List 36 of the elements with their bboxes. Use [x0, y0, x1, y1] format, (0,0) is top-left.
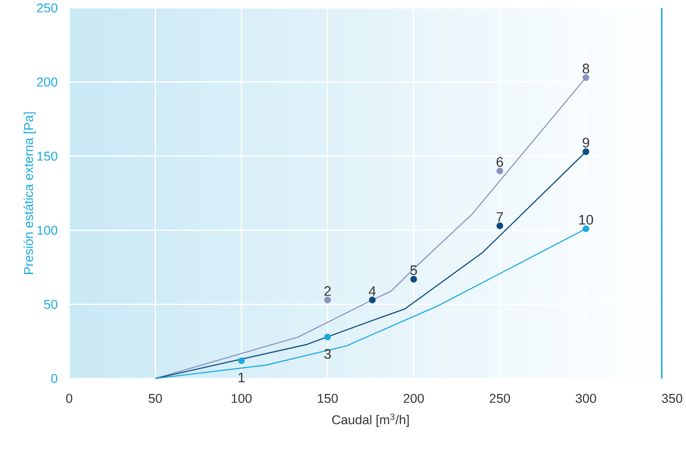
annotation: 6	[496, 157, 504, 168]
annotation: 3	[324, 349, 331, 360]
y-tick-label: 200	[37, 78, 58, 87]
x-tick-label: 0	[66, 394, 72, 404]
annotation: 5	[410, 266, 417, 276]
x-tick-label: 50	[148, 394, 162, 404]
y-tick-label: 50	[44, 300, 58, 310]
point	[496, 168, 504, 175]
annotation: 7	[496, 212, 503, 222]
point	[496, 222, 504, 230]
point	[582, 74, 590, 82]
x-tick-label: 200	[404, 394, 424, 404]
annotation: 10	[579, 215, 594, 225]
annotation: 4	[368, 286, 376, 296]
x-axis-title: Caudal [m$^{3}$/h]	[332, 414, 409, 428]
annotation: 2	[324, 286, 331, 296]
annotation: 8	[582, 64, 590, 74]
point	[410, 276, 418, 283]
point	[368, 296, 376, 304]
y-tick-label: 0	[51, 374, 58, 384]
x-tick-label: 300	[576, 394, 596, 404]
y-tick-label: 150	[37, 152, 58, 161]
annotation: 9	[582, 138, 590, 148]
y-tick-label: 250	[37, 4, 58, 13]
y-axis-title: Presión estática externa [Pa]	[24, 112, 36, 274]
annotation: 1	[238, 373, 245, 382]
x-tick-label: 100	[232, 394, 252, 404]
x-tick-label: 350	[662, 394, 682, 404]
y-tick-label: 100	[37, 226, 58, 236]
point	[582, 226, 590, 232]
point	[238, 358, 245, 364]
x-tick-label: 250	[490, 394, 510, 404]
point	[582, 148, 590, 156]
point	[324, 334, 331, 341]
x-tick-label: 150	[318, 394, 338, 404]
point	[324, 296, 331, 304]
